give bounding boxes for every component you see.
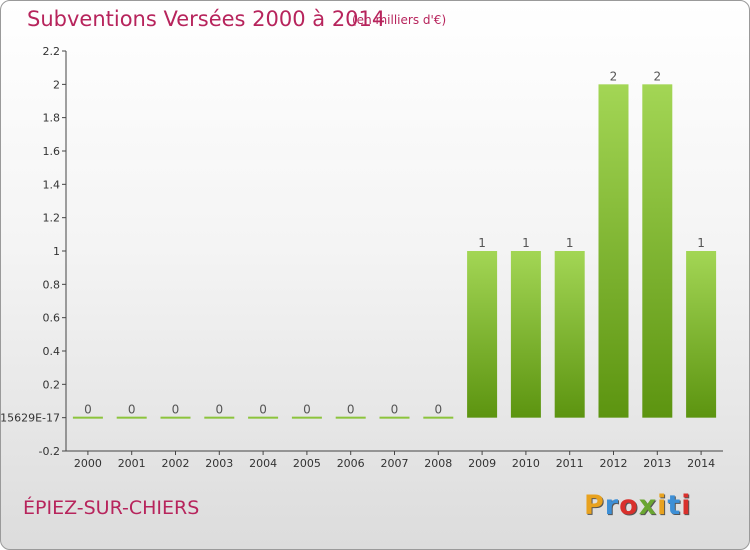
bar-2007	[379, 416, 410, 419]
bar-2005	[291, 416, 322, 419]
x-tick-label: 2000	[74, 457, 102, 470]
data-label-2007: 0	[391, 403, 399, 417]
x-tick-label: 2007	[381, 457, 409, 470]
x-tick-label: 2009	[468, 457, 496, 470]
x-tick-label: 2013	[643, 457, 671, 470]
data-labels: 0 0 0 0 0 0 0 0 0 1 1 1 2 2 1	[84, 69, 705, 416]
x-tick-label: 2014	[687, 457, 715, 470]
y-tick-label: 1.6	[43, 145, 61, 158]
x-tick-label: 2002	[162, 457, 190, 470]
data-label-2005: 0	[303, 403, 311, 417]
logo-letter: i	[681, 490, 692, 521]
data-label-2012: 2	[610, 69, 618, 83]
bar-2001	[116, 416, 147, 419]
y-tick-label: 0.8	[43, 278, 61, 291]
y-tick-label: 0.6	[43, 312, 61, 325]
bar-2004	[248, 416, 279, 419]
logo-letter: t	[667, 490, 682, 521]
data-label-2000: 0	[84, 403, 92, 417]
commune-name: ÉPIEZ-SUR-CHIERS	[23, 497, 200, 519]
data-label-2008: 0	[434, 403, 442, 417]
axes: -0.2 -1.5615629E-17 0.2 0.4 0.6 0.8 1 1.2 1.4 1.6…	[1, 45, 723, 470]
logo-letter: r	[604, 490, 620, 521]
y-tick-label: 0.4	[43, 345, 61, 358]
data-label-2014: 1	[697, 236, 705, 250]
x-tick-label: 2012	[600, 457, 628, 470]
logo-letter: o	[619, 490, 639, 521]
bar-2011	[554, 251, 585, 418]
y-tick-label: 1.4	[43, 178, 61, 191]
y-tick-label: 1	[53, 245, 60, 258]
bar-2013	[642, 84, 673, 418]
data-label-2004: 0	[259, 403, 267, 417]
x-tick-label: 2005	[293, 457, 321, 470]
y-tick-label: 2.2	[43, 45, 61, 58]
bar-2002	[160, 416, 191, 419]
data-label-2006: 0	[347, 403, 355, 417]
x-tick-label: 2008	[424, 457, 452, 470]
bar-2012	[598, 84, 629, 418]
x-tick-label: 2004	[249, 457, 277, 470]
bar-2008	[423, 416, 454, 419]
bar-2003	[204, 416, 235, 419]
proxiti-logo[interactable]: Proxiti	[584, 490, 692, 521]
bar-2010	[510, 251, 541, 418]
y-tick-label: 1.8	[43, 112, 61, 125]
bar-2006	[335, 416, 366, 419]
data-label-2009: 1	[478, 236, 486, 250]
data-label-2010: 1	[522, 236, 530, 250]
data-label-2011: 1	[566, 236, 574, 250]
logo-letter: P	[584, 490, 605, 521]
x-tick-label: 2011	[556, 457, 584, 470]
y-tick-label: 0.2	[43, 378, 61, 391]
x-tick-label: 2006	[337, 457, 365, 470]
data-label-2013: 2	[653, 69, 661, 83]
bar-2000	[72, 416, 103, 419]
bar-2014	[686, 251, 717, 418]
bar-2009	[467, 251, 498, 418]
x-tick-label: 2010	[512, 457, 540, 470]
logo-letter: x	[638, 490, 658, 521]
chart-title: Subventions Versées 2000 à 2014	[27, 7, 386, 31]
y-tick-label: -1.5615629E-17	[1, 412, 60, 425]
y-tick-label: 2	[53, 78, 60, 91]
x-tick-label: 2003	[205, 457, 233, 470]
data-label-2003: 0	[215, 403, 223, 417]
logo-letter: i	[657, 490, 668, 521]
bars	[72, 84, 717, 419]
data-label-2001: 0	[128, 403, 136, 417]
x-tick-label: 2001	[118, 457, 146, 470]
chart-subtitle: (en milliers d'€)	[352, 13, 447, 27]
y-tick-label: 1.2	[43, 212, 61, 225]
data-label-2002: 0	[172, 403, 180, 417]
y-tick-label: -0.2	[39, 445, 60, 458]
